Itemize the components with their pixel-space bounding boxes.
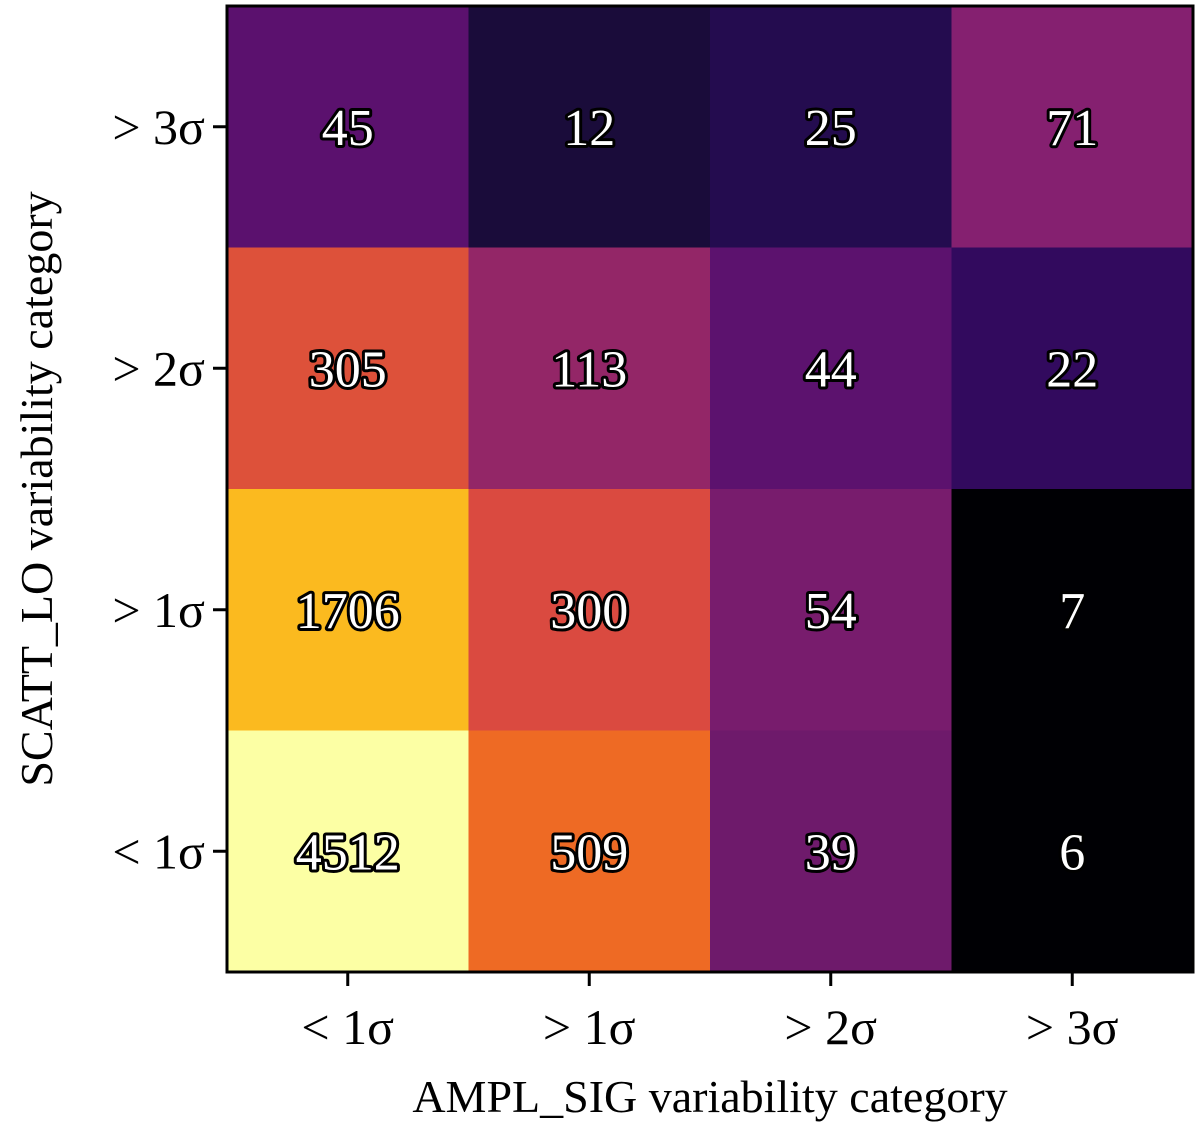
heatmap-cell	[227, 730, 469, 973]
cell-value-label: 4512	[296, 824, 400, 881]
x-axis-label: AMPL_SIG variability category	[412, 1071, 1007, 1122]
heatmap-cell	[951, 489, 1194, 731]
cell-value-label: 25	[805, 100, 857, 157]
x-axis-ticks: < 1σ > 1σ > 2σ > 3σ	[301, 972, 1119, 1055]
cell-value-label: 7	[1059, 583, 1085, 640]
cell-value-label: 113	[551, 341, 627, 398]
heatmap-cell	[951, 6, 1194, 248]
heatmap-cell	[951, 247, 1194, 490]
cell-value-label: 45	[322, 100, 374, 157]
heatmap-cell	[710, 730, 952, 973]
heatmap-cell	[710, 489, 952, 731]
cell-value-label: 1706	[296, 583, 400, 640]
plot-frame	[225, 4, 1195, 974]
cell-value-label: 300	[550, 583, 628, 640]
y-axis-label: SCATT_LO variability category	[11, 191, 62, 786]
heatmap-cell	[710, 247, 952, 490]
cell-value-label: 44	[805, 341, 857, 398]
heatmap-cell	[468, 6, 711, 248]
heatmap-cell	[227, 247, 469, 490]
heatmap-cells	[227, 6, 1194, 973]
cell-value-label: 305	[309, 341, 387, 398]
cell-value-label: 509	[550, 824, 628, 881]
heatmap-cell	[227, 489, 469, 731]
heatmap-cell	[227, 6, 469, 248]
x-tick-label: > 2σ	[784, 999, 877, 1055]
y-axis-ticks: > 3σ > 2σ > 1σ < 1σ	[112, 99, 227, 879]
y-tick-label: > 1σ	[112, 582, 205, 638]
cell-value-label: 12	[563, 100, 615, 157]
cell-value-label: 22	[1046, 341, 1098, 398]
cell-value-label: 39	[805, 824, 857, 881]
y-tick-label: > 3σ	[112, 99, 205, 155]
y-tick-label: < 1σ	[112, 823, 205, 879]
x-tick-label: > 3σ	[1026, 999, 1119, 1055]
heatmap-cell	[468, 489, 711, 731]
cell-value-label: 71	[1046, 100, 1098, 157]
heatmap-cell	[951, 730, 1194, 973]
x-tick-label: < 1σ	[301, 999, 394, 1055]
heatmap-cell	[468, 730, 711, 973]
y-tick-label: > 2σ	[112, 340, 205, 396]
cell-value-label: 54	[805, 583, 857, 640]
x-tick-label: > 1σ	[543, 999, 636, 1055]
cell-value-label: 6	[1059, 824, 1085, 881]
heatmap-cell	[468, 247, 711, 490]
heatmap-cell	[710, 6, 952, 248]
